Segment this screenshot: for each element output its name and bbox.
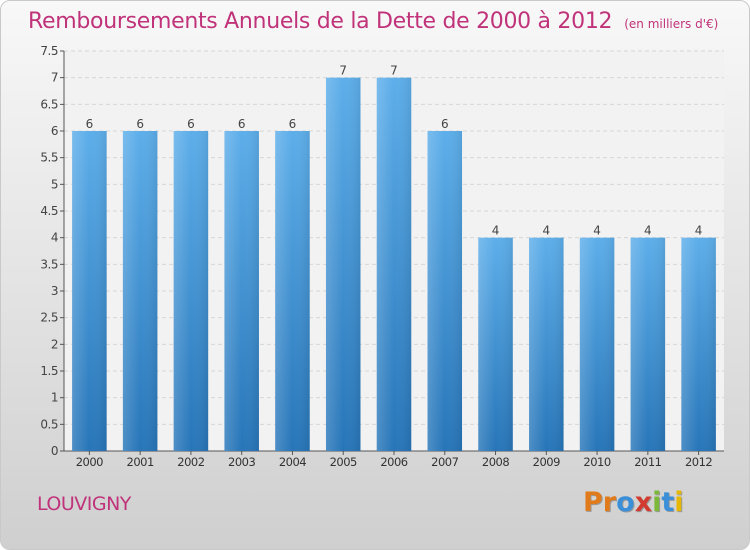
x-tick-label: 2012 (685, 455, 712, 469)
bar-shine (630, 237, 666, 451)
data-label: 6 (187, 117, 195, 131)
y-tick-labels: 0 0.5 1 1.5 2 2.5 3 3.5 4 4.5 5 5.5 6 6.5 7 7.5 (40, 44, 58, 458)
x-tick-label: 2004 (279, 455, 306, 469)
chart-title-text: Remboursements Annuels de la Dette de 20… (28, 9, 613, 34)
bar-shine (72, 131, 107, 451)
proxiti-logo[interactable]: Proxiti (583, 487, 684, 518)
y-tick-label: 7 (51, 71, 58, 85)
x-tick-label: 2009 (533, 455, 560, 469)
y-tick-label: 2.5 (40, 311, 58, 325)
bar-shine (681, 237, 716, 451)
data-label: 6 (289, 117, 297, 131)
logo-letter: i (674, 487, 684, 518)
chart-title: Remboursements Annuels de la Dette de 20… (28, 9, 718, 34)
bar-shine (529, 237, 564, 451)
y-tick-label: 4 (51, 231, 58, 245)
bar-shine (224, 131, 259, 451)
y-tick-label: 5 (51, 177, 58, 191)
data-label: 4 (695, 224, 703, 238)
data-label: 4 (593, 224, 601, 238)
y-tick-label: 0.5 (40, 417, 58, 431)
data-label: 6 (136, 117, 144, 131)
logo-letter: i (652, 487, 662, 518)
y-tick-label: 5.5 (40, 151, 58, 165)
bar-shine (478, 237, 513, 451)
bars (72, 77, 716, 452)
x-tick-labels: 2000 2001 2002 2003 2004 2005 2006 2007 2008 2009… (76, 455, 713, 469)
logo-letter: r (602, 487, 617, 518)
x-tick-label: 2006 (380, 455, 407, 469)
y-tick-label: 6.5 (40, 97, 58, 111)
bar-shine (579, 237, 615, 451)
logo-letter: o (616, 487, 635, 518)
logo-letter: x (634, 487, 653, 518)
bar-shine (173, 131, 209, 451)
bar-shine (376, 77, 412, 452)
data-label: 4 (492, 224, 500, 238)
x-tick-label: 2002 (177, 455, 204, 469)
x-tick-label: 2011 (634, 455, 661, 469)
bar-shine (275, 131, 310, 451)
x-tick-label: 2005 (330, 455, 357, 469)
x-tick-label: 2003 (228, 455, 255, 469)
y-tick-label: 2 (51, 337, 58, 351)
data-label: 4 (644, 224, 652, 238)
data-labels: 6 6 6 6 6 7 7 6 4 4 4 4 4 (86, 64, 703, 238)
logo-letter: P (583, 487, 603, 518)
x-tick-label: 2007 (431, 455, 458, 469)
y-tick-label: 3 (51, 284, 58, 298)
bar-shine (325, 77, 361, 452)
bar-shine (427, 131, 463, 451)
data-label: 6 (86, 117, 94, 131)
x-tick-label: 2000 (76, 455, 103, 469)
data-label: 6 (238, 117, 246, 131)
location-label: LOUVIGNY (37, 493, 131, 515)
x-tick-label: 2008 (482, 455, 509, 469)
y-tick-label: 4.5 (40, 204, 58, 218)
chart-subtitle: (en milliers d'€) (624, 17, 719, 31)
logo-letter: t (661, 487, 675, 518)
x-tick-label: 2010 (583, 455, 610, 469)
y-tick-label: 1 (51, 391, 58, 405)
data-label: 7 (390, 64, 398, 78)
data-label: 4 (542, 224, 550, 238)
x-tick-label: 2001 (127, 455, 154, 469)
data-label: 7 (339, 64, 347, 78)
y-tick-label: 6 (51, 124, 58, 138)
data-label: 6 (441, 117, 449, 131)
y-tick-label: 1.5 (40, 364, 58, 378)
bar-shine (122, 131, 158, 451)
y-tick-label: 0 (51, 444, 58, 458)
y-tick-label: 3.5 (40, 257, 58, 271)
y-tick-label: 7.5 (40, 44, 58, 58)
